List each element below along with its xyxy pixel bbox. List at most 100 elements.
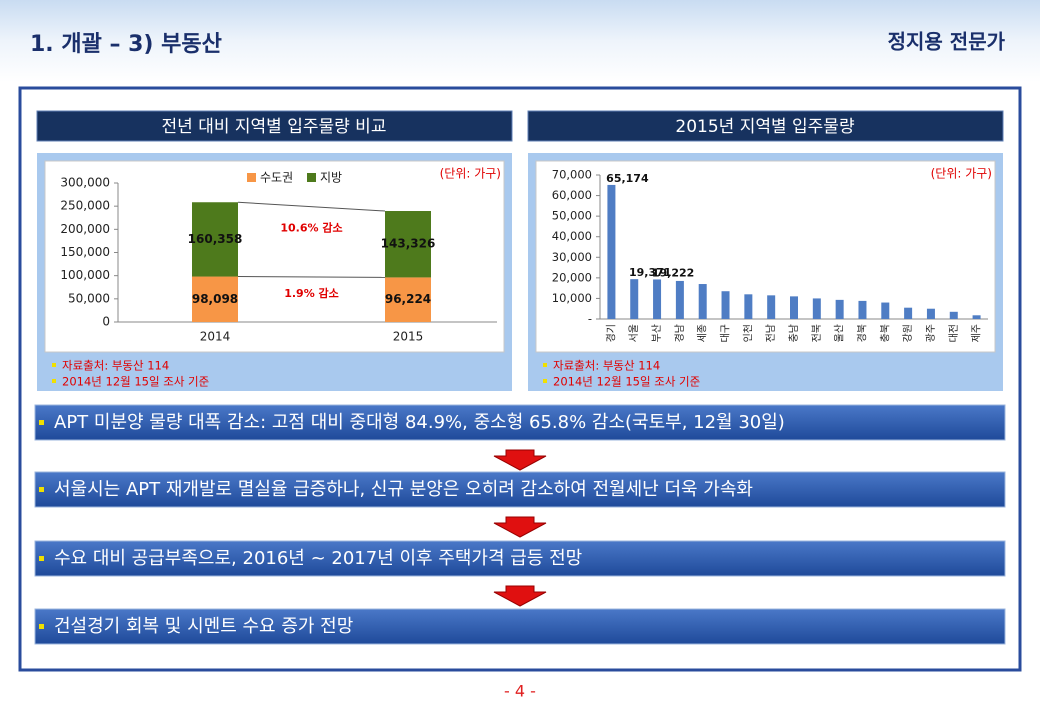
bar-segment xyxy=(385,211,431,278)
y-tick-label: 30,000 xyxy=(552,250,592,264)
y-tick-label: 100,000 xyxy=(60,268,110,282)
value-label: 96,224 xyxy=(385,292,431,306)
note-bullet xyxy=(543,379,547,383)
unit-label: (단위: 가구) xyxy=(931,167,992,181)
bar xyxy=(675,280,684,319)
value-label: 160,358 xyxy=(188,232,243,246)
header-bg xyxy=(0,0,1040,82)
note: 2014년 12월 15일 조사 기준 xyxy=(553,375,700,389)
connector xyxy=(237,201,386,212)
connector xyxy=(237,276,386,278)
bullet-text: 서울시는 APT 재개발로 멸실율 급증하나, 신규 분양은 오히려 감소하여 … xyxy=(54,479,753,500)
x-tick-label: 울산 xyxy=(834,324,846,342)
value-label: 98,098 xyxy=(192,292,238,306)
x-tick-label: 경남 xyxy=(673,324,686,342)
y-tick-label: 300,000 xyxy=(60,176,110,190)
bullet-bar xyxy=(34,608,1006,645)
legend-label: 지방 xyxy=(320,171,342,185)
y-tick-label: 60,000 xyxy=(552,188,592,202)
annotation: 10.6% 감소 xyxy=(280,221,342,235)
bullet-text: 수요 대비 공급부족으로, 2016년 ~ 2017년 이후 주택가격 급등 전… xyxy=(54,548,582,569)
bullet-marker xyxy=(39,420,44,425)
bullet-text: 건설경기 회복 및 시멘트 수요 증가 전망 xyxy=(54,616,353,637)
bar xyxy=(904,307,913,319)
x-tick-label: 경기 xyxy=(604,324,617,342)
y-tick-label: - xyxy=(588,312,592,326)
y-tick-label: 10,000 xyxy=(552,291,592,305)
bar xyxy=(790,296,798,319)
chart-area xyxy=(44,160,505,353)
note: 2014년 12월 15일 조사 기준 xyxy=(62,375,209,389)
annotation: 1.9% 감소 xyxy=(284,286,339,300)
y-tick-label: 50,000 xyxy=(68,291,110,305)
y-tick-label: 250,000 xyxy=(60,199,110,213)
bar xyxy=(972,315,981,319)
bullet-marker xyxy=(39,487,44,492)
x-tick-label: 전남 xyxy=(765,324,777,342)
panel-title-bg xyxy=(36,110,513,142)
bar xyxy=(607,184,616,319)
unit-label: (단위: 가구) xyxy=(440,167,501,181)
y-tick-label: 50,000 xyxy=(552,209,592,223)
bar-segment xyxy=(192,202,238,277)
value-label: 65,174 xyxy=(606,172,649,185)
panel-title: 2015년 지역별 입주물량 xyxy=(675,117,855,137)
legend-swatch xyxy=(307,173,316,182)
bar xyxy=(835,299,844,319)
bullet-bar xyxy=(34,404,1006,441)
x-tick-label: 세종 xyxy=(697,324,709,342)
bar xyxy=(949,311,958,319)
note-bullet xyxy=(52,379,56,383)
bullet-marker xyxy=(39,556,44,561)
bullet-bar xyxy=(34,471,1006,508)
bullet-text: APT 미분양 물량 대폭 감소: 고점 대비 중대형 84.9%, 중소형 6… xyxy=(54,412,785,433)
chart-area xyxy=(535,160,996,353)
bullet-bar xyxy=(34,540,1006,577)
x-tick-label: 강원 xyxy=(902,324,914,342)
bar-segment xyxy=(192,276,238,322)
bar xyxy=(698,284,707,319)
x-tick-label: 부산 xyxy=(651,324,663,342)
note-bullet xyxy=(543,363,547,367)
bar xyxy=(858,300,867,319)
x-tick-label: 대전 xyxy=(948,324,960,342)
bar xyxy=(653,279,662,319)
author: 정지용 전문가 xyxy=(888,30,1006,54)
bar xyxy=(744,294,753,319)
value-label: 19,371 xyxy=(629,266,671,279)
x-tick-label: 전북 xyxy=(811,324,823,342)
down-arrow xyxy=(493,516,547,538)
note: 자료출처: 부동산 114 xyxy=(553,359,660,373)
x-tick-label: 광주 xyxy=(925,324,937,342)
bar-segment xyxy=(385,277,431,322)
y-tick-label: 150,000 xyxy=(60,245,110,259)
x-tick-label: 충북 xyxy=(879,324,891,342)
x-tick-label: 서울 xyxy=(628,324,640,342)
bar xyxy=(630,279,639,319)
value-label: 19,222 xyxy=(652,266,694,279)
y-tick-label: 20,000 xyxy=(552,270,592,284)
y-tick-label: 70,000 xyxy=(552,168,592,182)
legend-swatch xyxy=(247,173,256,182)
legend-label: 수도권 xyxy=(260,171,293,185)
panel-title: 전년 대비 지역별 입주물량 비교 xyxy=(162,117,387,137)
bar xyxy=(721,291,730,319)
down-arrow xyxy=(493,449,547,471)
y-tick-label: 40,000 xyxy=(552,229,592,243)
x-tick-label: 경북 xyxy=(855,324,868,342)
bar xyxy=(881,302,890,319)
note: 자료출처: 부동산 114 xyxy=(62,359,169,373)
note-bullet xyxy=(52,363,56,367)
x-tick-label: 인천 xyxy=(742,324,754,342)
y-tick-label: 0 xyxy=(102,315,110,329)
bar xyxy=(812,298,821,319)
page-number: - 4 - xyxy=(504,682,536,701)
x-tick-label: 제주 xyxy=(971,324,983,342)
x-tick-label: 대구 xyxy=(720,324,732,342)
bullet-marker xyxy=(39,624,44,629)
value-label: 143,326 xyxy=(381,237,436,251)
y-tick-label: 200,000 xyxy=(60,222,110,236)
bar xyxy=(767,295,776,319)
x-tick-label: 2014 xyxy=(200,330,231,344)
